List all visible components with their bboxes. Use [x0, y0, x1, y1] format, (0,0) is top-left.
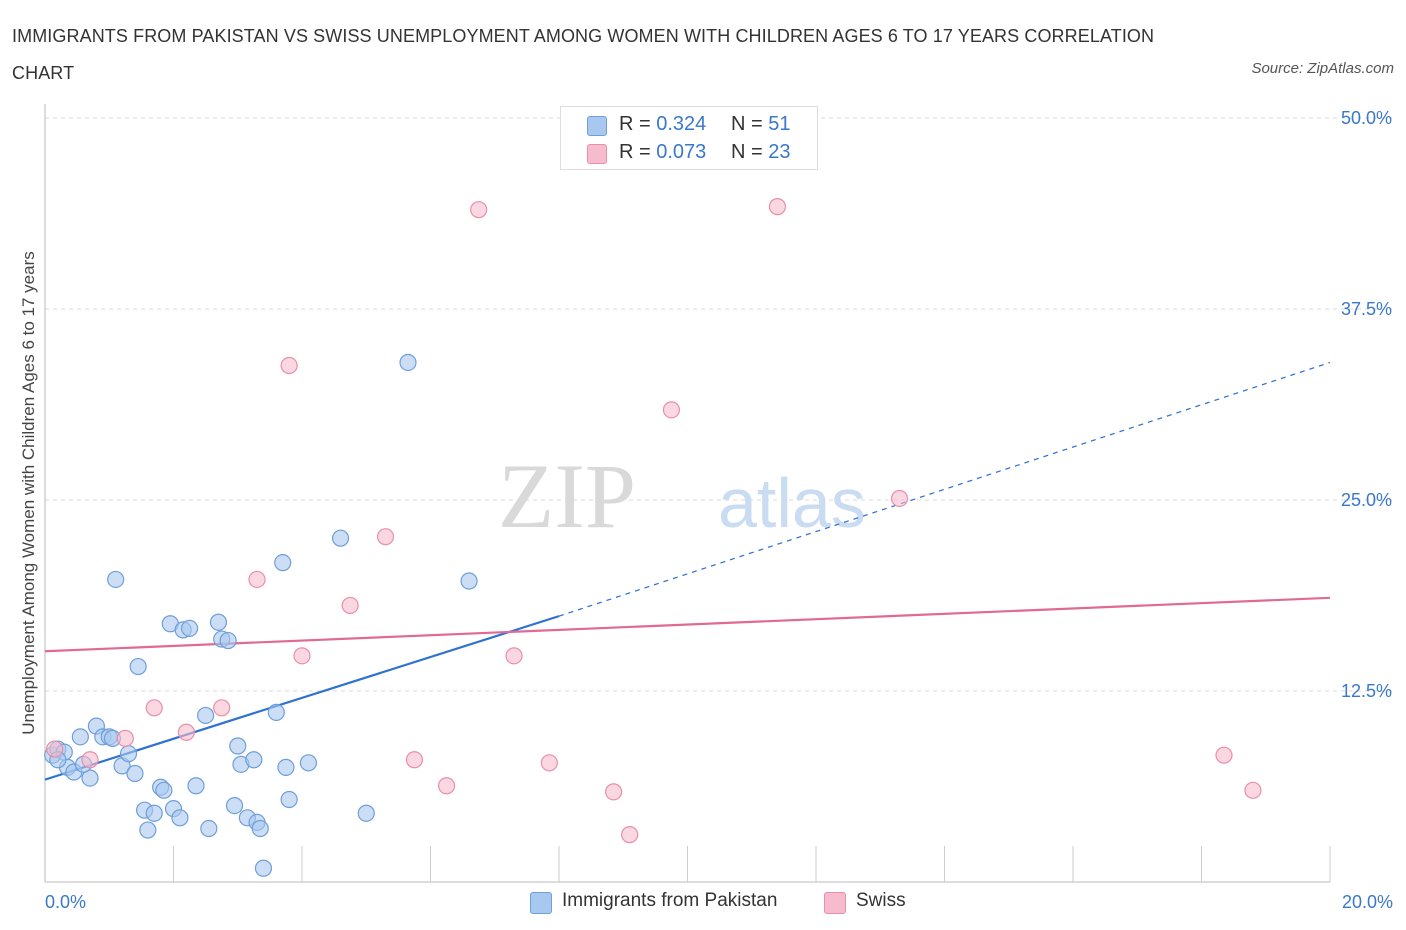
point-swiss [605, 783, 623, 801]
point-pakistan [139, 821, 157, 839]
point-swiss [177, 723, 195, 741]
legend-swatch-pink [587, 144, 607, 164]
point-pakistan [399, 353, 417, 372]
legend-r: R = 0.073 [619, 141, 707, 163]
watermark-atlas: atlas [718, 464, 866, 542]
point-swiss [621, 826, 639, 844]
point-pakistan [180, 619, 199, 637]
data-points [44, 198, 1262, 877]
y-tick-label: 50.0% [1341, 108, 1392, 128]
point-pakistan [245, 751, 263, 769]
point-pakistan [171, 809, 189, 827]
point-swiss [341, 596, 359, 615]
chart-title: IMMIGRANTS FROM PAKISTAN VS SWISS UNEMPL… [12, 26, 1155, 83]
legend-n: N = 51 [731, 113, 791, 135]
point-pakistan [267, 703, 285, 721]
point-swiss [145, 699, 163, 717]
point-pakistan [280, 790, 298, 809]
legend-n-value: 23 [768, 141, 791, 163]
point-swiss [1215, 746, 1233, 764]
point-pakistan [119, 745, 138, 763]
point-swiss [116, 729, 134, 747]
y-tick-label: 37.5% [1341, 299, 1392, 319]
point-pakistan [126, 764, 144, 783]
point-swiss [437, 777, 456, 795]
legend-n: N = 23 [731, 141, 791, 163]
source-label: Source: ZipAtlas.com [1251, 60, 1394, 77]
point-swiss [662, 401, 681, 419]
point-swiss [505, 647, 523, 665]
point-pakistan [251, 819, 269, 838]
bottom-legend-swatch-blue [530, 892, 552, 914]
point-pakistan [299, 754, 318, 772]
watermark-zip: ZIP [498, 445, 636, 547]
tick-labels: 12.5% 25.0% 37.5% 50.0% 0.0% 20.0% [45, 108, 1393, 912]
point-pakistan [229, 737, 247, 755]
point-pakistan [145, 804, 163, 822]
point-pakistan [107, 570, 125, 589]
x-tick-label: 20.0% [1342, 892, 1393, 912]
point-pakistan [219, 631, 237, 650]
bottom-legend-label: Swiss [856, 890, 906, 911]
legend-row-swiss: R = 0.073 N = 23 [561, 139, 817, 167]
trend-line-pakistan-extension [558, 361, 1331, 617]
legend-r-value: 0.073 [656, 141, 707, 163]
x-tick-label: 0.0% [45, 892, 86, 912]
y-axis-label: Unemployment Among Women with Children A… [19, 251, 38, 735]
point-swiss [376, 528, 395, 546]
point-swiss [1244, 781, 1262, 799]
point-pakistan [187, 777, 205, 795]
y-tick-label: 12.5% [1341, 681, 1392, 701]
legend-r-value: 0.324 [656, 113, 707, 135]
point-pakistan [129, 657, 147, 676]
legend-swatch-blue [587, 116, 607, 136]
point-swiss [280, 356, 298, 375]
trend-line-swiss [44, 596, 1331, 653]
point-pakistan [225, 796, 244, 815]
point-pakistan [331, 529, 350, 547]
point-pakistan [81, 769, 99, 787]
point-pakistan [209, 613, 228, 631]
legend-n-value: 51 [768, 113, 791, 135]
y-tick-label: 25.0% [1341, 490, 1392, 510]
point-swiss [470, 201, 488, 219]
point-pakistan [460, 572, 478, 590]
point-swiss [293, 647, 311, 665]
point-swiss [81, 751, 99, 769]
point-swiss [46, 740, 64, 758]
legend-r: R = 0.324 [619, 113, 707, 135]
point-swiss [213, 699, 231, 717]
point-pakistan [254, 859, 273, 877]
point-pakistan [277, 758, 295, 777]
legend-row-pakistan: R = 0.324 N = 51 [561, 111, 817, 139]
trend-lines [44, 361, 1331, 781]
point-swiss [540, 754, 558, 772]
point-pakistan [274, 554, 292, 572]
point-pakistan [197, 706, 215, 725]
point-swiss [405, 751, 424, 769]
point-pakistan [200, 819, 218, 838]
watermark: ZIP atlas [498, 445, 866, 547]
point-swiss [768, 198, 787, 216]
correlation-legend: R = 0.324 N = 51 R = 0.073 N = 23 [560, 106, 818, 170]
point-swiss [248, 570, 266, 589]
grid-lines [45, 117, 1392, 692]
bottom-legend-swatch-pink [824, 892, 846, 914]
point-pakistan [155, 781, 173, 799]
point-pakistan [71, 728, 89, 746]
point-pakistan [357, 804, 375, 822]
point-swiss [890, 489, 909, 508]
bottom-legend-label: Immigrants from Pakistan [562, 890, 778, 911]
